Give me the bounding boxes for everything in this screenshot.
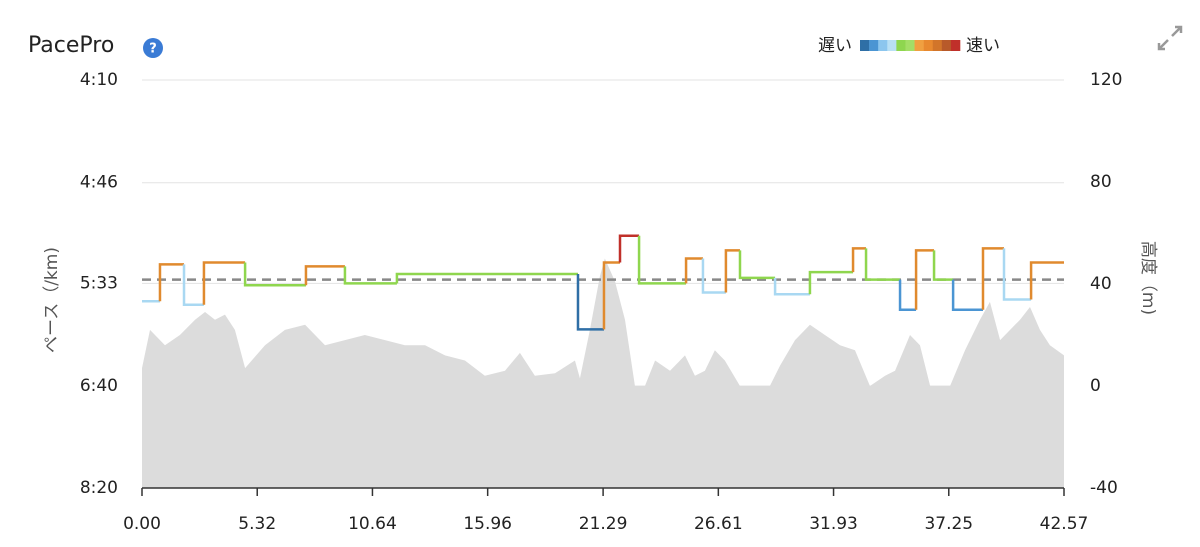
pace-segment xyxy=(808,270,854,295)
pace-segment xyxy=(701,258,726,294)
pace-segment xyxy=(864,248,901,281)
y-tick-label: 4:46 xyxy=(80,173,118,193)
legend-swatch xyxy=(914,40,924,51)
y-axis-title: ペース（/km) xyxy=(42,247,62,353)
legend-swatch xyxy=(860,40,870,51)
x-tick-label: 37.25 xyxy=(924,514,973,534)
y-tick-label: 4:10 xyxy=(80,70,118,90)
expand-arrow[interactable] xyxy=(1157,39,1169,51)
pace-segment xyxy=(304,265,345,286)
help-icon-text[interactable]: ? xyxy=(149,42,157,57)
legend-swatch xyxy=(923,40,934,51)
expand-icon[interactable] xyxy=(1157,25,1183,51)
pace-segment xyxy=(1002,248,1032,301)
x-tick-label: 10.64 xyxy=(348,514,397,534)
x-tick-label: 5.32 xyxy=(238,514,276,534)
x-tick-label: 42.57 xyxy=(1040,514,1089,534)
pace-segment xyxy=(932,250,954,281)
pace-segment xyxy=(602,261,621,330)
pace-segment xyxy=(202,261,246,305)
x-tick-label: 26.61 xyxy=(694,514,743,534)
pace-segment xyxy=(981,247,1005,310)
legend-swatch xyxy=(932,40,943,51)
y2-tick-label: -40 xyxy=(1090,478,1118,498)
pace-segment xyxy=(618,234,640,263)
pace-segment xyxy=(576,274,604,331)
x-tick-label: 0.00 xyxy=(123,514,161,534)
legend-swatch xyxy=(896,40,906,51)
x-tick-label: 31.93 xyxy=(809,514,858,534)
help-icon[interactable] xyxy=(143,38,163,58)
expand-arrow[interactable] xyxy=(1171,25,1183,37)
pace-segment xyxy=(343,266,397,285)
x-tick-label: 15.96 xyxy=(463,514,512,534)
pace-segment xyxy=(738,250,776,280)
y2-tick-label: 0 xyxy=(1090,376,1101,396)
y-tick-label: 6:40 xyxy=(80,376,118,396)
y2-tick-label: 40 xyxy=(1090,274,1112,294)
pace-segment xyxy=(951,279,983,312)
legend-swatch xyxy=(950,40,961,51)
y2-axis-title: 高度（m) xyxy=(1138,241,1158,315)
pace-segment xyxy=(773,277,810,296)
pace-segment xyxy=(182,264,204,306)
legend-swatch xyxy=(941,40,952,51)
pace-segment xyxy=(637,235,687,285)
pace-segment xyxy=(914,249,935,310)
y2-tick-label: 120 xyxy=(1090,70,1122,90)
x-tick-label: 21.29 xyxy=(579,514,628,534)
pace-segment xyxy=(898,279,917,312)
pace-segment xyxy=(158,263,185,302)
chart-title: PacePro xyxy=(28,33,114,58)
y-tick-label: 8:20 xyxy=(80,478,118,498)
pace-segment xyxy=(1029,261,1064,300)
legend-swatch xyxy=(905,40,915,51)
legend-swatch xyxy=(878,40,888,51)
pace-segment xyxy=(395,272,578,284)
elevation-area xyxy=(142,258,1064,488)
legend-low: 遅い xyxy=(818,36,852,56)
pace-segment xyxy=(684,257,703,284)
y-tick-label: 5:33 xyxy=(80,273,118,293)
y2-tick-label: 80 xyxy=(1090,172,1112,192)
legend-high: 速い xyxy=(966,36,1000,56)
legend-swatch xyxy=(887,40,897,51)
legend-swatch xyxy=(869,40,879,51)
pace-segment xyxy=(724,249,740,293)
pace-segment xyxy=(243,262,306,287)
pace-segment xyxy=(851,247,867,273)
